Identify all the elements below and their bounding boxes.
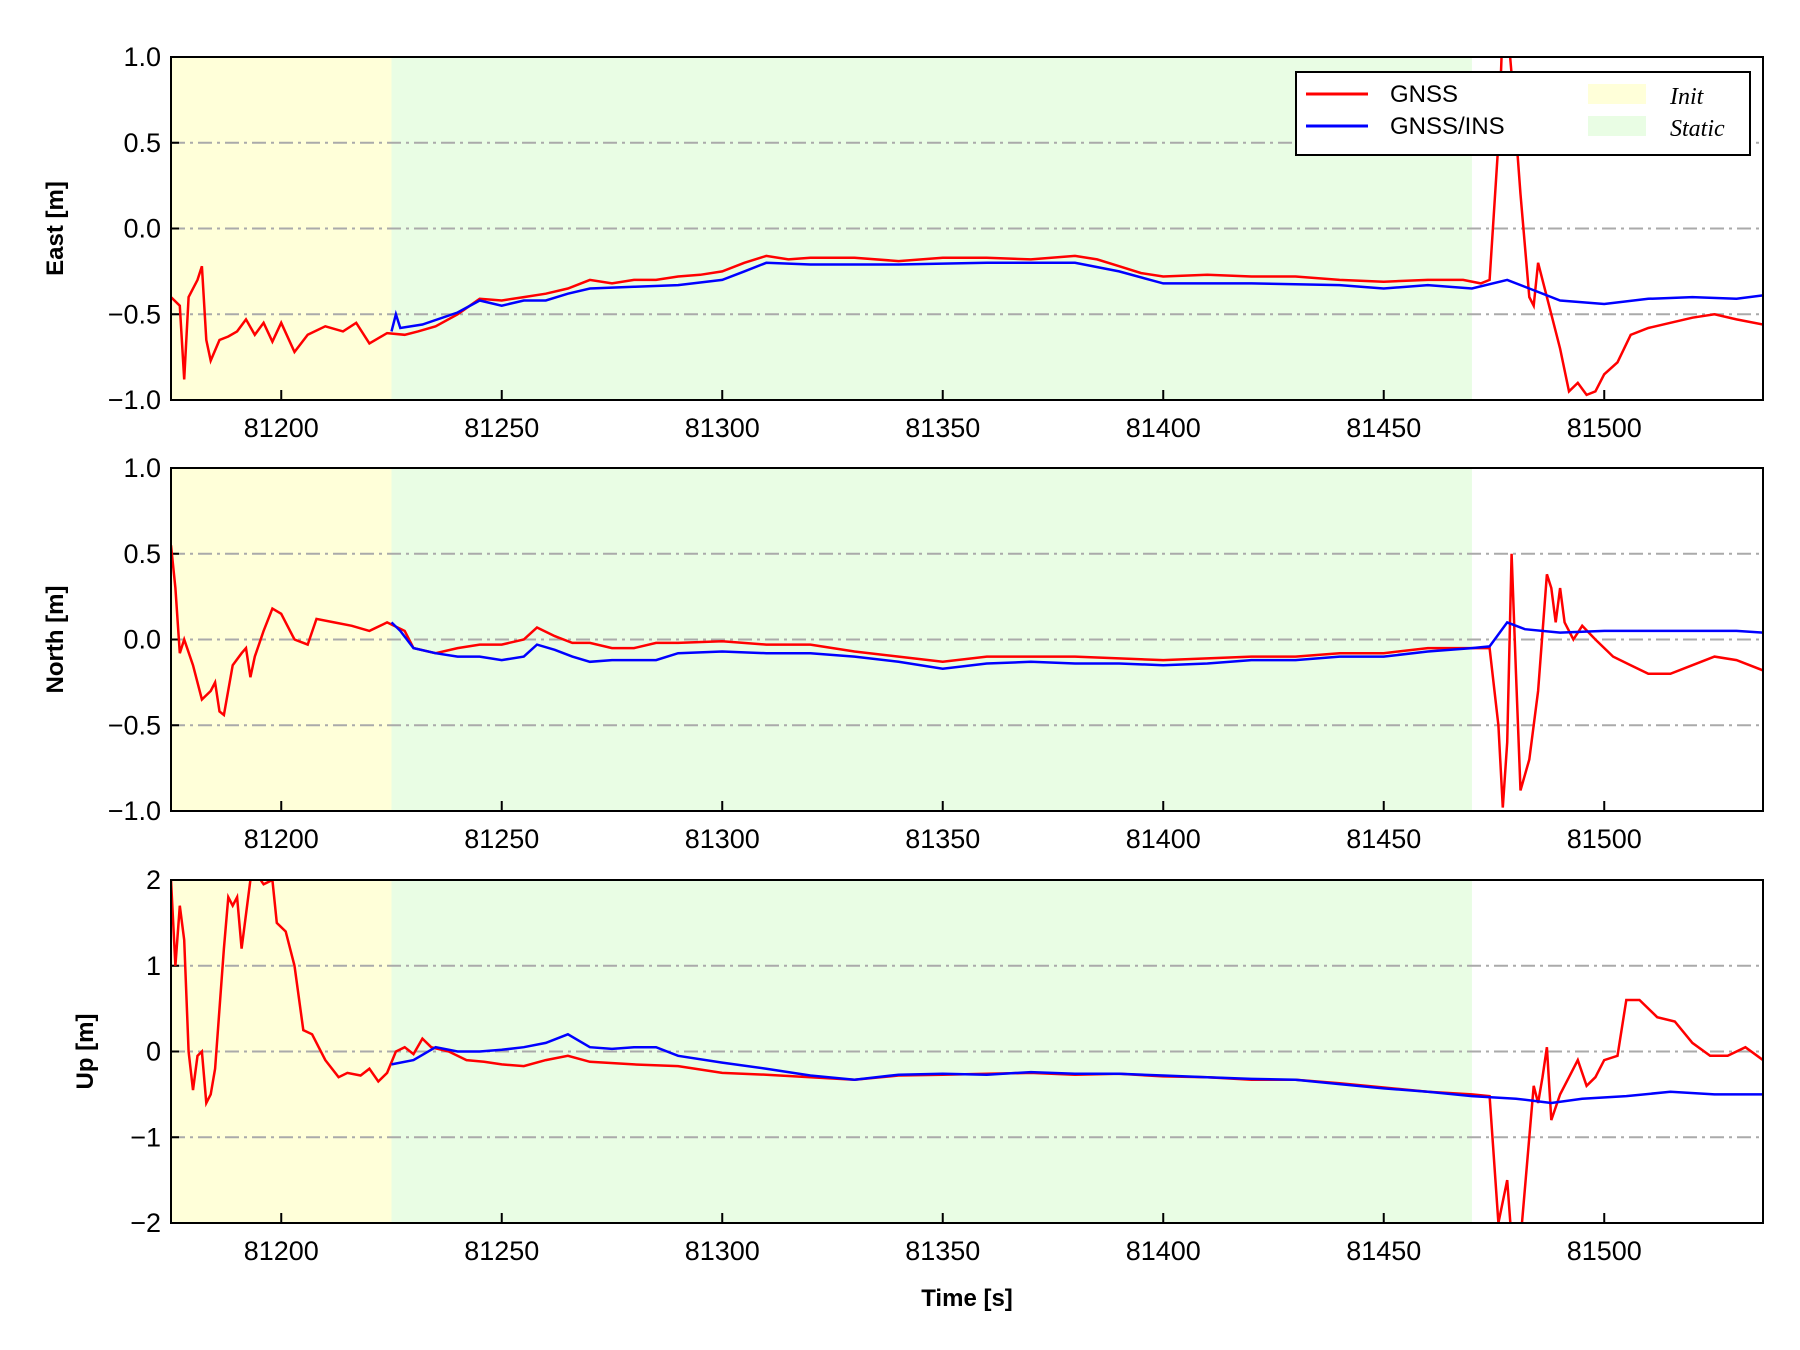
panel-1: 1.0 0.5 0.0 −0.5 −1.0 81200 81250 81300 81350 814…: [42, 453, 1764, 854]
y-tick-label: 1.0: [123, 42, 161, 72]
y-tick-label: −2: [130, 1208, 161, 1238]
y-tick-label: −1.0: [108, 796, 161, 826]
series-gnss: [171, 880, 1763, 1223]
x-tick-label: 81200: [244, 824, 319, 854]
x-tick-label: 81500: [1567, 824, 1642, 854]
x-tick-label: 81500: [1567, 1236, 1642, 1266]
series-gnss-ins: [390, 261, 1763, 332]
x-tick-label: 81300: [685, 1236, 760, 1266]
x-tick-label: 81400: [1126, 1236, 1201, 1266]
x-tick-label: 81350: [905, 824, 980, 854]
axes-frame: [170, 56, 1764, 401]
x-tick-label: 81450: [1346, 824, 1421, 854]
y-tick-label: −1: [130, 1122, 161, 1152]
y-tick-label: −1.0: [108, 385, 161, 415]
y-axis-label: Up [m]: [72, 1014, 99, 1090]
x-tick-label: 81200: [244, 413, 319, 443]
x-tick-label: 81400: [1126, 413, 1201, 443]
panel-0: 1.0 0.5 0.0 −0.5 −1.0 81200 81250 81300 81350 814…: [42, 42, 1764, 443]
x-tick-label: 81350: [905, 1236, 980, 1266]
axes-frame: [170, 467, 1764, 812]
series-gnss-ins: [390, 620, 1763, 670]
y-tick-label: 0.5: [123, 539, 161, 569]
legend-label-init: Init: [1669, 84, 1705, 110]
legend-patch-static: [1588, 116, 1646, 136]
y-axis-label: East [m]: [42, 181, 69, 276]
y-tick-label: 1: [146, 951, 161, 981]
legend-patch-init: [1588, 84, 1646, 104]
y-tick-label: 0.0: [123, 214, 161, 244]
x-tick-label: 81300: [685, 824, 760, 854]
axes-frame: [170, 879, 1764, 1224]
panel-2: 2 1 0 −1 −2 81200 81250 81300 81350 81400 81450 815…: [72, 865, 1764, 1266]
legend-box: [1295, 71, 1751, 156]
legend-label-static: Static: [1670, 116, 1725, 142]
y-tick-label: 1.0: [123, 453, 161, 483]
x-tick-label: 81250: [464, 413, 539, 443]
x-tick-label: 81250: [464, 824, 539, 854]
y-tick-label: 2: [146, 865, 161, 895]
series-gnss: [171, 57, 1763, 397]
x-tick-label: 81400: [1126, 824, 1201, 854]
x-tick-label: 81350: [905, 413, 980, 443]
x-tick-label: 81450: [1346, 413, 1421, 443]
y-tick-label: 0.0: [123, 625, 161, 655]
legend-label-gnss-ins: GNSS/INS: [1390, 113, 1505, 140]
y-tick-label: 0.5: [123, 128, 161, 158]
x-tick-label: 81500: [1567, 413, 1642, 443]
x-tick-label: 81300: [685, 413, 760, 443]
y-tick-label: −0.5: [108, 299, 161, 329]
y-tick-label: 0: [146, 1037, 161, 1067]
x-axis-label: Time [s]: [921, 1285, 1013, 1312]
y-axis-label: North [m]: [42, 586, 69, 694]
y-tick-label: −0.5: [108, 710, 161, 740]
x-tick-label: 81200: [244, 1236, 319, 1266]
series-gnss-ins: [391, 1032, 1763, 1105]
x-tick-label: 81450: [1346, 1236, 1421, 1266]
legend: GNSS GNSS/INS Init Static: [1295, 71, 1751, 156]
x-tick-label: 81250: [464, 1236, 539, 1266]
series-gnss: [171, 545, 1763, 808]
legend-label-gnss: GNSS: [1390, 81, 1458, 108]
